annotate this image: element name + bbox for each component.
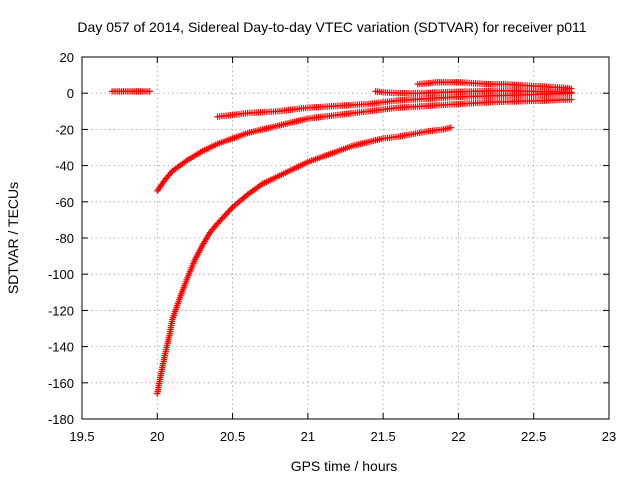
y-tick-labels: -180 -160 -140 -120 -100 -80 -60 -40 -20 0 20 — [48, 50, 74, 427]
x-tick-label: 22.5 — [521, 429, 546, 444]
x-tick-label: 23 — [602, 429, 616, 444]
x-tick-label: 22 — [451, 429, 465, 444]
y-tick-label: -160 — [48, 376, 74, 391]
y-axis-title: SDTVAR / TECUs — [5, 182, 21, 294]
series-satellite-c — [154, 124, 455, 397]
data-point — [568, 85, 575, 92]
x-tick-label: 21.5 — [370, 429, 395, 444]
x-tick-label: 21 — [301, 429, 315, 444]
y-tick-label: -60 — [55, 195, 74, 210]
data-point — [221, 212, 228, 220]
data-point — [219, 214, 227, 221]
axis-ticks — [81, 56, 610, 420]
series-satellite-a — [108, 88, 153, 95]
y-tick-label: 0 — [67, 86, 74, 101]
y-tick-label: -100 — [48, 267, 74, 282]
grid-lines — [82, 57, 609, 419]
data-point — [447, 124, 455, 131]
y-tick-label: -40 — [55, 159, 74, 174]
x-tick-label: 20.5 — [220, 429, 245, 444]
data-point — [568, 96, 575, 103]
data-point — [218, 215, 225, 223]
data-point — [226, 206, 234, 214]
data-point — [146, 88, 153, 95]
data-point — [217, 217, 224, 224]
data-point — [215, 218, 223, 226]
data-points — [108, 79, 575, 397]
data-point — [225, 208, 232, 215]
series-satellite-b — [154, 96, 575, 195]
data-point — [222, 211, 229, 218]
x-tick-label: 19.5 — [69, 429, 94, 444]
x-tick-labels: 19.5 20 20.5 21 21.5 22 22.5 23 — [69, 429, 616, 444]
y-tick-label: -140 — [48, 340, 74, 355]
data-point — [228, 205, 235, 212]
y-tick-label: -20 — [55, 122, 74, 137]
x-tick-label: 20 — [150, 429, 164, 444]
plot-frame — [81, 56, 610, 420]
y-tick-label: 20 — [60, 50, 74, 65]
data-point — [214, 220, 221, 227]
series-satellite-f — [414, 79, 575, 92]
y-tick-label: -120 — [48, 303, 74, 318]
data-point — [223, 209, 231, 217]
chart-title: Day 057 of 2014, Sidereal Day-to-day VTE… — [77, 19, 586, 35]
y-tick-label: -180 — [48, 412, 74, 427]
x-axis-title: GPS time / hours — [291, 458, 398, 474]
y-tick-label: -80 — [55, 231, 74, 246]
